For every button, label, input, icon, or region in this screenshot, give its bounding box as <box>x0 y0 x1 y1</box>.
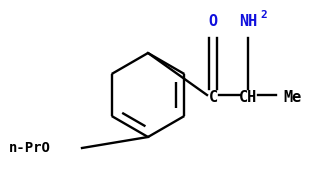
Text: O: O <box>208 15 218 30</box>
Text: n-PrO: n-PrO <box>9 141 51 155</box>
Text: NH: NH <box>239 15 257 30</box>
Text: 2: 2 <box>261 10 267 20</box>
Text: CH: CH <box>239 90 257 104</box>
Text: Me: Me <box>284 90 302 104</box>
Text: C: C <box>208 90 218 104</box>
